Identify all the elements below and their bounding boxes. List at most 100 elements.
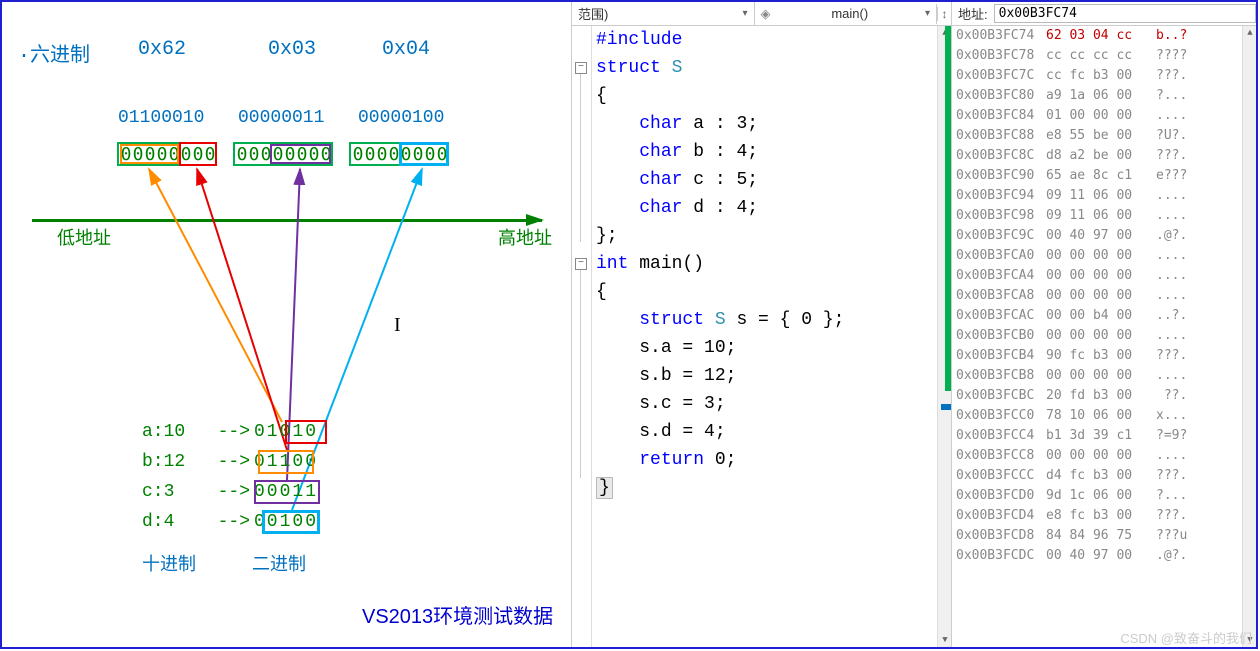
code-line: struct S s = { 0 }; xyxy=(596,306,937,334)
box-val-d xyxy=(262,510,320,534)
mem-hex: 00 00 00 00 xyxy=(1046,446,1156,466)
memory-row[interactable]: 0x00B3FCCCd4 fc b3 00???. xyxy=(952,466,1242,486)
mem-hex: e8 fc b3 00 xyxy=(1046,506,1156,526)
code-line: char d : 4; xyxy=(596,194,937,222)
mem-hex: 84 84 96 75 xyxy=(1046,526,1156,546)
mem-addr: 0x00B3FC7C xyxy=(956,66,1046,86)
address-label: 地址: xyxy=(952,4,994,23)
mem-addr: 0x00B3FCC8 xyxy=(956,446,1046,466)
address-input[interactable] xyxy=(994,4,1256,23)
mem-ascii: .... xyxy=(1156,446,1187,466)
mem-hex: e8 55 be 00 xyxy=(1046,126,1156,146)
mem-hex: 00 00 b4 00 xyxy=(1046,306,1156,326)
mem-hex: 00 40 97 00 xyxy=(1046,546,1156,566)
scope-label: 范围) xyxy=(578,4,608,23)
main-container: ·六进制 0x62 0x03 0x04 01100010 00000011 00… xyxy=(0,0,1258,649)
vertical-scrollbar[interactable]: ▲ ▼ xyxy=(1242,26,1256,647)
mem-hex: 20 fd b3 00 xyxy=(1046,386,1156,406)
memory-row[interactable]: 0x00B3FC9809 11 06 00.... xyxy=(952,206,1242,226)
memory-list[interactable]: 0x00B3FC7462 03 04 ccb..?0x00B3FC78cc cc… xyxy=(952,26,1242,647)
hex-1: 0x03 xyxy=(268,38,316,61)
scope-dropdown[interactable]: 范围) ▾ xyxy=(572,2,755,25)
mem-ascii: ?U?. xyxy=(1156,126,1187,146)
mem-addr: 0x00B3FC9C xyxy=(956,226,1046,246)
memory-row[interactable]: 0x00B3FCD4e8 fc b3 00???. xyxy=(952,506,1242,526)
memory-row[interactable]: 0x00B3FCAC00 00 b4 00..?. xyxy=(952,306,1242,326)
mem-addr: 0x00B3FC80 xyxy=(956,86,1046,106)
diagram-arrows xyxy=(2,2,572,642)
box-val-c xyxy=(254,480,320,504)
watermark: CSDN @致奋斗的我们 xyxy=(1120,628,1252,647)
hex-2: 0x04 xyxy=(382,38,430,61)
memory-row[interactable]: 0x00B3FC80a9 1a 06 00?... xyxy=(952,86,1242,106)
mem-addr: 0x00B3FCAC xyxy=(956,306,1046,326)
mem-addr: 0x00B3FCB8 xyxy=(956,366,1046,386)
mem-ascii: ???. xyxy=(1156,146,1187,166)
memory-row[interactable]: 0x00B3FCC800 00 00 00.... xyxy=(952,446,1242,466)
memory-row[interactable]: 0x00B3FC9C00 40 97 00.@?. xyxy=(952,226,1242,246)
axis-line xyxy=(32,220,542,222)
memory-row[interactable]: 0x00B3FC8401 00 00 00.... xyxy=(952,106,1242,126)
memory-row[interactable]: 0x00B3FCA400 00 00 00.... xyxy=(952,266,1242,286)
memory-row[interactable]: 0x00B3FC7462 03 04 ccb..? xyxy=(952,26,1242,46)
hex-title: ·六进制 xyxy=(18,38,90,68)
mem-addr: 0x00B3FCBC xyxy=(956,386,1046,406)
code-line: int main() xyxy=(596,250,937,278)
mem-ascii: .... xyxy=(1156,326,1187,346)
mem-addr: 0x00B3FC84 xyxy=(956,106,1046,126)
memory-row[interactable]: 0x00B3FCC078 10 06 00x... xyxy=(952,406,1242,426)
memory-row[interactable]: 0x00B3FC9409 11 06 00.... xyxy=(952,186,1242,206)
mem-ascii: ???. xyxy=(1156,66,1187,86)
function-label: main() xyxy=(831,6,868,21)
memory-row[interactable]: 0x00B3FC88e8 55 be 00?U?. xyxy=(952,126,1242,146)
code-line: s.b = 12; xyxy=(596,362,937,390)
scroll-up-icon[interactable]: ▲ xyxy=(1243,26,1257,40)
hex-0: 0x62 xyxy=(138,38,186,61)
memory-row[interactable]: 0x00B3FCB800 00 00 00.... xyxy=(952,366,1242,386)
mem-addr: 0x00B3FC98 xyxy=(956,206,1046,226)
chevron-down-icon: ▾ xyxy=(925,8,930,19)
memory-row[interactable]: 0x00B3FCB000 00 00 00.... xyxy=(952,326,1242,346)
mem-hex: 09 11 06 00 xyxy=(1046,206,1156,226)
mem-hex: b1 3d 39 c1 xyxy=(1046,426,1156,446)
bin-label: 二进制 xyxy=(252,550,306,576)
memory-row[interactable]: 0x00B3FC78cc cc cc cc???? xyxy=(952,46,1242,66)
code-line: struct S xyxy=(596,54,937,82)
memory-row[interactable]: 0x00B3FCA000 00 00 00.... xyxy=(952,246,1242,266)
split-icon[interactable]: ↕ xyxy=(937,7,951,21)
memory-row[interactable]: 0x00B3FCD884 84 96 75???u xyxy=(952,526,1242,546)
function-dropdown[interactable]: ◈ main() ▾ xyxy=(755,4,938,24)
memory-row[interactable]: 0x00B3FCBC20 fd b3 00 ??. xyxy=(952,386,1242,406)
box-g0-orange xyxy=(120,144,179,164)
memory-row[interactable]: 0x00B3FCDC00 40 97 00.@?. xyxy=(952,546,1242,566)
memory-row[interactable]: 0x00B3FCC4b1 3d 39 c1?=9? xyxy=(952,426,1242,446)
box-val-a xyxy=(285,420,327,444)
mem-addr: 0x00B3FCA8 xyxy=(956,286,1046,306)
mem-hex: 9d 1c 06 00 xyxy=(1046,486,1156,506)
mem-ascii: .... xyxy=(1156,106,1187,126)
mem-ascii: ???. xyxy=(1156,466,1187,486)
memory-row[interactable]: 0x00B3FC9065 ae 8c c1e??? xyxy=(952,166,1242,186)
diagram-panel: ·六进制 0x62 0x03 0x04 01100010 00000011 00… xyxy=(2,2,572,647)
memory-row[interactable]: 0x00B3FCA800 00 00 00.... xyxy=(952,286,1242,306)
mem-hex: 62 03 04 cc xyxy=(1046,26,1156,46)
memory-row[interactable]: 0x00B3FC7Ccc fc b3 00???. xyxy=(952,66,1242,86)
code-line: char c : 5; xyxy=(596,166,937,194)
mem-ascii: .... xyxy=(1156,266,1187,286)
mem-hex: 65 ae 8c c1 xyxy=(1046,166,1156,186)
code-line: char a : 3; xyxy=(596,110,937,138)
mem-hex: 78 10 06 00 xyxy=(1046,406,1156,426)
mem-ascii: .@?. xyxy=(1156,226,1187,246)
scroll-down-icon[interactable]: ▼ xyxy=(938,633,952,647)
val-row-a: a:10 --> xyxy=(142,422,250,442)
memory-row[interactable]: 0x00B3FC8Cd8 a2 be 00???. xyxy=(952,146,1242,166)
mem-ascii: ???u xyxy=(1156,526,1187,546)
box-g2-cyan xyxy=(399,142,449,166)
mem-hex: 00 00 00 00 xyxy=(1046,286,1156,306)
memory-row[interactable]: 0x00B3FCD09d 1c 06 00?... xyxy=(952,486,1242,506)
code-area[interactable]: #include struct S{ char a : 3; char b : … xyxy=(572,26,937,647)
mem-hex: 00 00 00 00 xyxy=(1046,246,1156,266)
memory-row[interactable]: 0x00B3FCB490 fc b3 00???. xyxy=(952,346,1242,366)
code-line: #include xyxy=(596,26,937,54)
mem-ascii: .@?. xyxy=(1156,546,1187,566)
